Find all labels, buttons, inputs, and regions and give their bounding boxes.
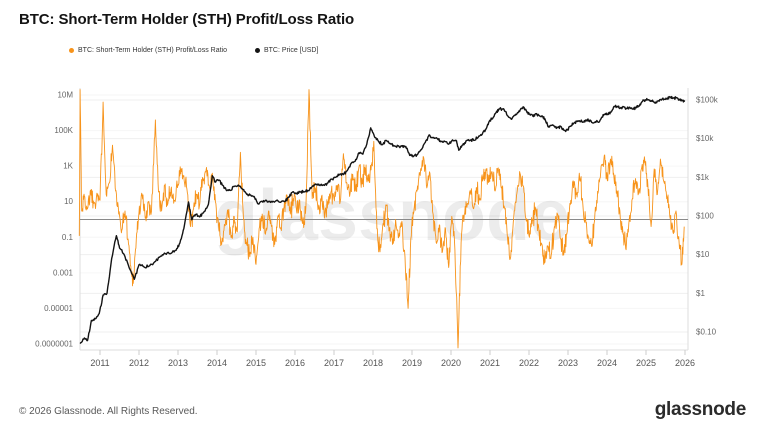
left-axis-labels: 10M 100K 1K 10 0.1 0.001 0.00001 0.0000001 [35,91,73,349]
sth-ratio-series [78,89,685,349]
x-axis-tick-label: 2013 [168,358,188,368]
right-axis-tick-label: $1 [696,289,705,298]
glassnode-logo: glassnode [654,399,747,420]
x-axis-tick-label: 2026 [675,358,695,368]
copyright-text: © 2026 Glassnode. All Rights Reserved. [19,406,198,417]
x-axis-tick-label: 2025 [636,358,656,368]
right-axis-labels: $100k $10k $1k $100 $10 $1 $0.10 [696,96,719,337]
orange-dot-icon [69,48,74,53]
right-axis-tick-label: $10k [696,134,714,143]
x-axis-tick-label: 2016 [285,358,305,368]
x-axis-tick-label: 2018 [363,358,383,368]
legend-label-btc-price: BTC: Price [USD] [263,47,319,54]
glassnode-watermark: glassnode [214,176,570,256]
x-axis-tick-label: 2019 [402,358,422,368]
right-axis-tick-label: $100 [696,212,714,221]
grid-lines [80,94,688,345]
right-axis-tick-label: $0.10 [696,328,717,337]
right-axis-tick-label: $10 [696,250,710,259]
legend-label-sth-ratio: BTC: Short-Term Holder (STH) Profit/Loss… [78,47,227,54]
legend-item-sth-ratio[interactable]: BTC: Short-Term Holder (STH) Profit/Loss… [69,47,227,54]
left-axis-tick-label: 0.00001 [44,304,73,313]
x-axis-labels: 2011 2012 2013 2014 2015 2016 2017 2018 2019 2020… [90,350,695,368]
x-axis-tick-label: 2015 [246,358,266,368]
page-title: BTC: Short-Term Holder (STH) Profit/Loss… [19,11,355,28]
right-axis-tick-label: $100k [696,96,719,105]
left-axis-tick-label: 10M [57,91,73,100]
legend-item-btc-price[interactable]: BTC: Price [USD] [254,47,319,54]
x-axis-tick-label: 2020 [441,358,461,368]
left-axis-tick-label: 1K [63,162,73,171]
x-axis-tick-label: 2023 [558,358,578,368]
left-axis-tick-label: 0.0000001 [35,339,73,348]
x-axis-tick-label: 2024 [597,358,617,368]
x-axis-tick-label: 2012 [129,358,149,368]
right-axis-tick-label: $1k [696,173,710,182]
x-axis-tick-label: 2021 [480,358,500,368]
left-axis-tick-label: 0.1 [62,233,74,242]
chart-legend: BTC: Short-Term Holder (STH) Profit/Loss… [69,47,318,54]
black-dot-icon [254,48,260,53]
left-axis-tick-label: 100K [54,126,73,135]
btc-price-series [79,95,686,345]
x-axis-tick-label: 2022 [519,358,539,368]
x-axis-tick-label: 2011 [90,358,109,368]
left-axis-tick-label: 0.001 [53,268,74,277]
x-axis-tick-label: 2014 [207,358,227,368]
left-axis-tick-label: 10 [64,197,73,206]
x-axis-tick-label: 2017 [324,358,344,368]
